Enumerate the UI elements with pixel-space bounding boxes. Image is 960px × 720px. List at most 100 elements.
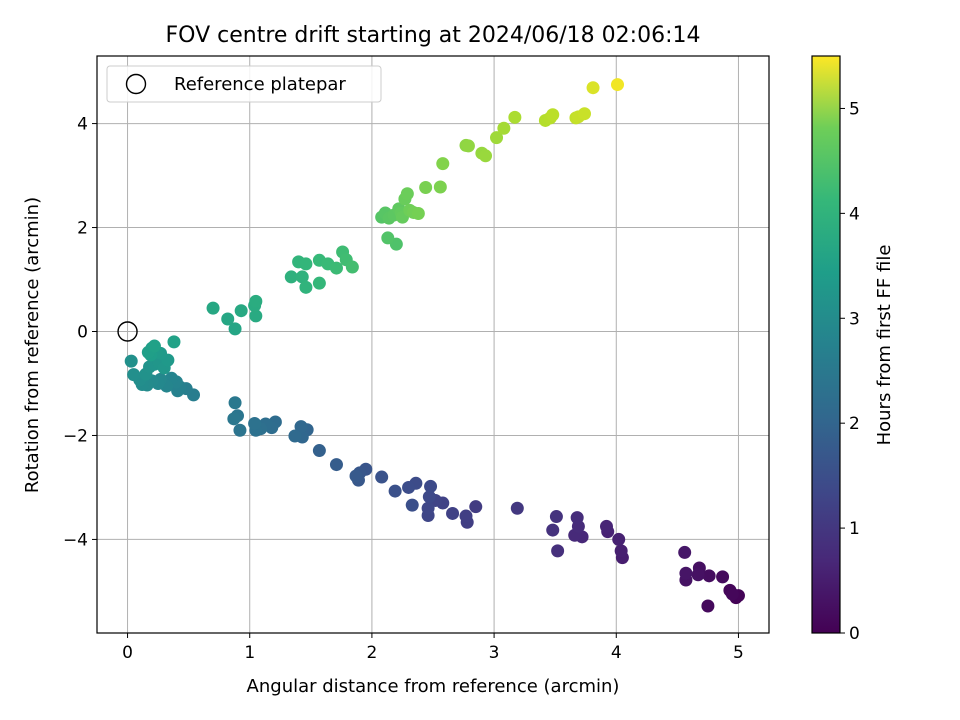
data-point <box>299 280 313 294</box>
x-tick-label: 1 <box>244 643 255 663</box>
data-point <box>402 480 416 494</box>
colorbar-tick-label: 0 <box>849 624 860 644</box>
x-axis-label: Angular distance from reference (arcmin) <box>247 676 620 697</box>
y-tick-label: 4 <box>77 115 88 135</box>
colorbar-tick-label: 1 <box>849 519 860 539</box>
data-point <box>167 335 181 349</box>
data-point <box>461 139 475 153</box>
data-point <box>551 544 565 558</box>
data-point <box>570 511 584 525</box>
data-point <box>375 470 389 484</box>
colorbar-tick-label: 2 <box>849 414 860 434</box>
y-tick-label: 2 <box>77 219 88 239</box>
data-point <box>411 207 425 221</box>
y-tick-label: −4 <box>63 530 88 550</box>
data-point <box>446 506 460 520</box>
colorbar-gradient <box>811 55 841 634</box>
data-point <box>233 423 247 437</box>
legend-marker-open-circle <box>125 73 147 95</box>
data-point <box>249 294 263 308</box>
data-point <box>312 276 326 290</box>
data-point <box>221 312 235 326</box>
data-points <box>124 78 745 613</box>
data-point <box>349 469 363 483</box>
data-point <box>405 498 419 512</box>
x-axis-ticks: 0 1 2 3 4 5 <box>122 633 744 663</box>
data-point <box>725 587 739 601</box>
data-point <box>228 322 242 336</box>
x-tick-label: 2 <box>366 643 377 663</box>
data-point <box>433 180 447 194</box>
data-point <box>329 458 343 472</box>
data-point <box>400 187 414 201</box>
data-point <box>284 270 298 284</box>
data-point <box>206 301 220 315</box>
y-tick-label: 0 <box>77 323 88 343</box>
data-point <box>578 107 592 121</box>
data-point <box>497 121 511 135</box>
data-point <box>679 566 693 580</box>
data-point <box>422 490 436 504</box>
data-point <box>294 420 308 434</box>
data-point <box>599 519 613 533</box>
data-point <box>612 532 626 546</box>
y-axis-ticks: −4 −2 0 2 4 <box>63 115 97 550</box>
data-point <box>546 108 560 122</box>
data-point <box>248 417 262 431</box>
data-point <box>288 429 302 443</box>
colorbar-tick-label: 4 <box>849 204 860 224</box>
data-point <box>299 257 313 271</box>
reference-point-marker <box>117 321 138 342</box>
data-point <box>295 270 309 284</box>
data-point <box>469 500 483 514</box>
data-point <box>381 231 395 245</box>
data-point <box>424 479 438 493</box>
data-point <box>388 484 402 498</box>
data-point <box>586 81 600 95</box>
legend-box <box>106 65 382 103</box>
data-point <box>227 412 241 426</box>
data-point <box>147 339 161 353</box>
grid <box>97 56 769 633</box>
colorbar-tick-label: 3 <box>849 309 860 329</box>
data-point <box>678 545 692 559</box>
data-point <box>490 131 504 145</box>
x-tick-label: 5 <box>733 643 744 663</box>
data-point <box>614 544 628 558</box>
colorbar-label: Hours from first FF file <box>874 245 895 446</box>
data-point <box>508 110 522 124</box>
colorbar-tick-label: 5 <box>849 99 860 119</box>
data-point <box>479 149 493 163</box>
x-tick-label: 3 <box>489 643 500 663</box>
data-point <box>702 569 716 583</box>
data-point <box>716 570 730 584</box>
data-point <box>436 157 450 171</box>
data-point <box>510 501 524 515</box>
data-point <box>127 368 141 382</box>
data-point <box>419 181 433 195</box>
data-point <box>610 78 624 92</box>
data-point <box>228 396 242 410</box>
plot-frame <box>96 55 770 634</box>
chart-title: FOV centre drift starting at 2024/06/18 … <box>166 23 701 48</box>
data-point <box>459 509 473 523</box>
data-point <box>124 354 138 368</box>
x-tick-label: 4 <box>611 643 622 663</box>
y-axis-label: Rotation from reference (arcmin) <box>22 197 43 493</box>
colorbar-ticks: 0 1 2 3 4 5 <box>840 99 860 644</box>
data-point <box>546 523 560 537</box>
legend: Reference platepar <box>106 65 382 103</box>
data-point <box>312 444 326 458</box>
data-point <box>345 260 359 274</box>
colorbar: 0 1 2 3 4 5 Hours from first FF file <box>811 55 895 644</box>
reference-point <box>117 321 138 342</box>
legend-label: Reference platepar <box>174 74 346 95</box>
y-tick-label: −2 <box>63 426 88 446</box>
data-point <box>701 599 715 613</box>
data-point <box>421 501 435 515</box>
x-tick-label: 0 <box>122 643 133 663</box>
data-point <box>234 304 248 318</box>
data-point <box>249 309 263 323</box>
data-point <box>549 510 563 524</box>
